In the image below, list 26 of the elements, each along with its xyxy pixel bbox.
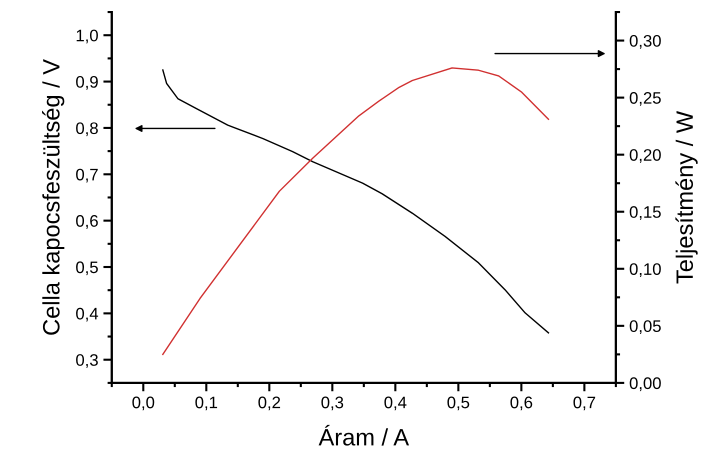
x-tick-label: 0,4 (384, 396, 406, 410)
y2-tick-label: 0,25 (630, 92, 661, 106)
x-tick-label: 0,3 (321, 396, 344, 410)
y2-tick-label: 0,20 (630, 149, 661, 163)
y-tick-label: 0,6 (76, 215, 98, 229)
y2-tick-label: 0,05 (630, 320, 661, 334)
y-tick-label: 0,7 (76, 168, 98, 182)
y2-tick-label: 0,15 (630, 206, 661, 220)
x-tick-label: 0,6 (510, 396, 532, 410)
y2-tick-label: 0,00 (630, 377, 661, 392)
y-tick-label: 0,8 (76, 122, 98, 136)
x-tick-label: 0,2 (258, 396, 280, 410)
x-tick-label: 0,0 (132, 396, 154, 410)
y2-axis-title: Teljesítmény / W (675, 110, 698, 284)
x-tick-label: 0,7 (573, 396, 596, 410)
y2-tick-label: 0,30 (630, 34, 661, 49)
x-axis-title: Áram / A (318, 424, 410, 446)
y-tick-label: 0,5 (76, 261, 98, 276)
y-tick-label: 0,4 (76, 308, 98, 322)
x-tick-label: 0,5 (447, 396, 470, 410)
y-tick-label: 0,3 (76, 354, 98, 368)
y2-tick-label: 0,10 (630, 263, 661, 277)
y-axis-title: Cella kapocsfeszültség / V (42, 59, 64, 335)
x-tick-label: 0,1 (195, 396, 218, 410)
y-tick-label: 0,9 (76, 76, 98, 90)
y-tick-label: 1,0 (76, 30, 98, 44)
